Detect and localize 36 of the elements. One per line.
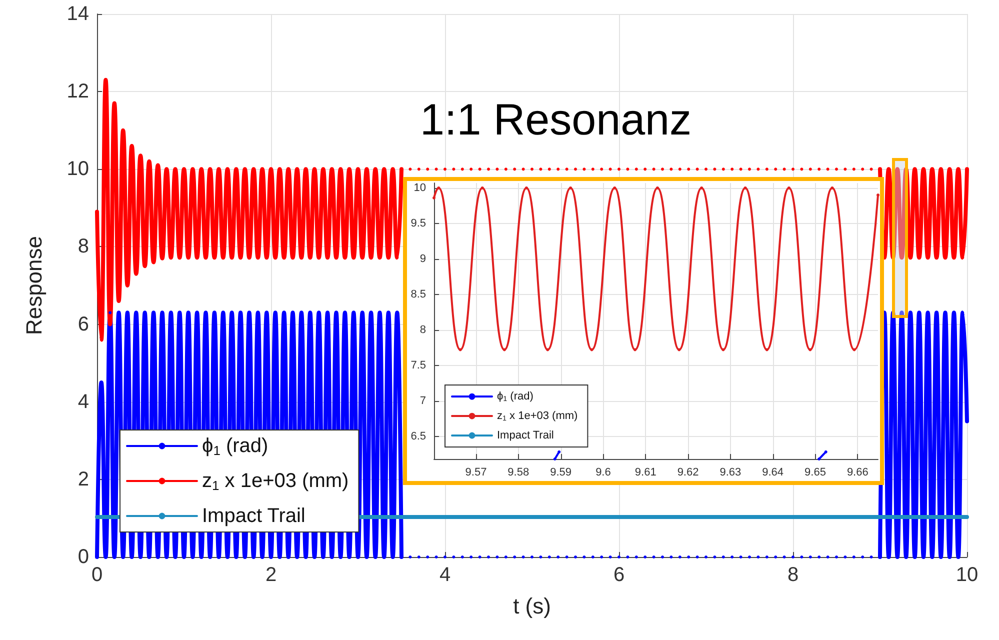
x-tick-label: 9.64: [762, 466, 784, 478]
y-tick-label: 8.5: [410, 288, 426, 300]
y-tick-label: 8: [420, 324, 426, 336]
x-tick-label: 9.63: [720, 466, 742, 478]
y-tick-label: 12: [66, 80, 89, 103]
x-tick-label: 9.59: [550, 466, 572, 478]
y-tick-label: 14: [66, 3, 89, 25]
y-tick-label: 9.5: [410, 217, 426, 230]
y-tick-label: 0: [78, 546, 89, 568]
x-tick-label: 10: [956, 564, 978, 586]
legend-label: Impact Trail: [202, 505, 306, 527]
x-tick-label: 4: [439, 564, 451, 586]
x-tick-label: 9.62: [677, 466, 699, 478]
y-tick-label: 7.5: [410, 359, 426, 372]
x-tick-label: 9.57: [465, 466, 487, 478]
y-axis-title: Response: [22, 236, 46, 336]
y-tick-label: 7: [420, 394, 426, 407]
x-axis-title: t (s): [513, 594, 551, 618]
y-tick-label: 10: [414, 182, 426, 194]
x-tick-label: 9.65: [804, 466, 826, 478]
y-tick-label: 10: [66, 158, 89, 180]
x-tick-label: 9.61: [634, 466, 656, 478]
y-tick-label: 9: [420, 252, 426, 265]
legend-label: Impact Trail: [497, 430, 554, 442]
y-tick-label: 4: [78, 390, 89, 413]
x-tick-label: 2: [265, 564, 277, 586]
x-tick-label: 9.66: [846, 466, 868, 478]
annotation: 1:1 Resonanz: [420, 96, 692, 144]
x-tick-label: 6: [613, 564, 625, 586]
y-tick-label: 8: [78, 236, 89, 258]
x-tick-label: 8: [787, 564, 799, 586]
x-tick-label: 9.6: [596, 466, 611, 478]
y-tick-label: 6: [78, 313, 89, 336]
y-tick-label: 6.5: [410, 430, 426, 442]
x-tick-label: 0: [91, 564, 103, 586]
x-tick-label: 9.58: [508, 466, 530, 478]
